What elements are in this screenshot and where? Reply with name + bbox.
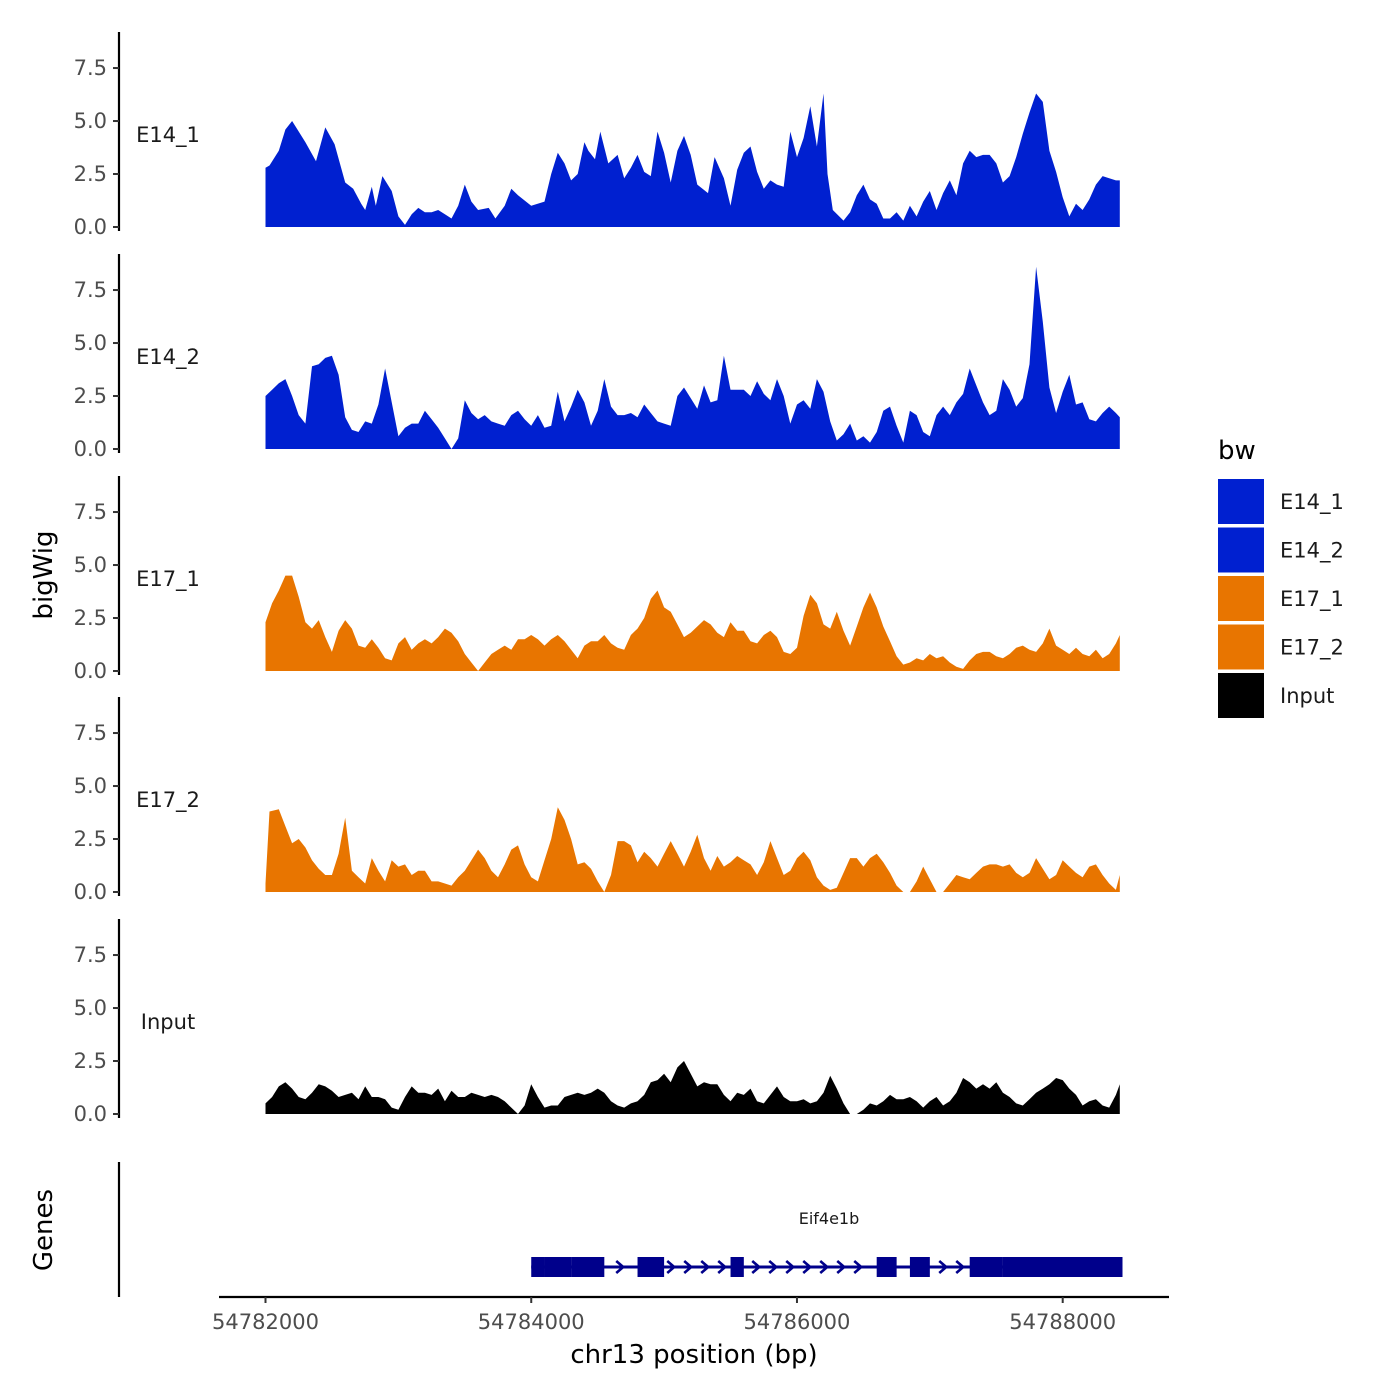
y-tick-label: 5.0 — [74, 553, 107, 577]
y-tick-label: 0.0 — [74, 215, 107, 239]
strand-arrow — [615, 1260, 626, 1274]
track-label: E17_2 — [136, 788, 200, 813]
strand-arrow — [785, 1260, 796, 1274]
strand-arrow — [666, 1260, 677, 1274]
y-tick-label: 5.0 — [74, 774, 107, 798]
track-label: Input — [141, 1010, 195, 1034]
track-label: E14_1 — [136, 123, 200, 148]
y-tick-label: 0.0 — [74, 659, 107, 683]
coverage-area-E17_1 — [265, 575, 1120, 671]
y-tick-label: 7.5 — [74, 56, 107, 80]
legend-key-Input — [1218, 673, 1264, 718]
coverage-area-E14_2 — [265, 266, 1120, 449]
y-tick-label: 2.5 — [74, 827, 107, 851]
gene-track: Eif4e1b — [117, 1162, 1123, 1297]
track-label: E14_2 — [136, 345, 200, 370]
genes-axis-title: Genes — [29, 1189, 59, 1271]
strand-arrow — [717, 1260, 728, 1274]
y-tick-label: 2.5 — [74, 384, 107, 408]
x-tick-label: 54788000 — [1009, 1310, 1116, 1334]
legend: bw E14_1 E14_2 E17_1 E17_2 Input — [1218, 436, 1344, 718]
strand-arrow — [683, 1260, 694, 1274]
gene-exon — [876, 1257, 897, 1277]
strand-arrow — [768, 1260, 779, 1274]
y-tick-label: 7.5 — [74, 721, 107, 745]
coverage-area-Input — [265, 1061, 1120, 1114]
strand-arrow — [751, 1260, 762, 1274]
coverage-area-E17_2 — [265, 807, 1120, 892]
y-tick-label: 2.5 — [74, 606, 107, 630]
legend-key-E17_2 — [1218, 624, 1264, 670]
coverage-tracks: 0.0 2.5 5.0 7.5 E14_1 0.0 2.5 5.0 7.5 E14_2 0.0 2.5… — [74, 32, 1120, 1126]
y-tick-label: 0.0 — [74, 880, 107, 904]
legend-label: E14_2 — [1280, 539, 1344, 564]
strand-arrow — [955, 1260, 966, 1274]
legend-label: E17_2 — [1280, 636, 1344, 661]
legend-key-E14_2 — [1218, 527, 1264, 573]
x-axis-title: chr13 position (bp) — [570, 1340, 817, 1370]
gene-exon — [544, 1257, 572, 1277]
gene-label: Eif4e1b — [799, 1209, 860, 1228]
track-E14_1: 0.0 2.5 5.0 7.5 E14_1 — [74, 32, 1120, 239]
track-E14_2: 0.0 2.5 5.0 7.5 E14_2 — [74, 254, 1120, 461]
legend-title: bw — [1218, 436, 1256, 466]
strand-arrow — [802, 1260, 813, 1274]
strand-arrow — [836, 1260, 847, 1274]
gene-exon — [571, 1257, 605, 1277]
x-tick-label: 54786000 — [744, 1310, 851, 1334]
legend-key-E17_1 — [1218, 576, 1264, 621]
x-tick-label: 54784000 — [478, 1310, 585, 1334]
legend-label: Input — [1280, 684, 1334, 708]
y-tick-label: 0.0 — [74, 437, 107, 461]
strand-arrow — [819, 1260, 830, 1274]
y-axis-title: bigWig — [29, 530, 59, 619]
track-label: E17_1 — [136, 567, 200, 592]
y-tick-label: 2.5 — [74, 1049, 107, 1073]
strand-arrow — [853, 1260, 864, 1274]
legend-key-E14_1 — [1218, 479, 1264, 524]
y-tick-label: 5.0 — [74, 331, 107, 355]
track-Input: 0.0 2.5 5.0 7.5 Input — [74, 919, 1120, 1126]
gene-exon — [531, 1257, 545, 1277]
gene-exon — [1002, 1257, 1123, 1277]
track-E17_1: 0.0 2.5 5.0 7.5 E17_1 — [74, 476, 1120, 683]
y-tick-label: 0.0 — [74, 1102, 107, 1126]
strand-arrow — [700, 1260, 711, 1274]
x-axis: 54782000 54784000 54786000 54788000 — [212, 1295, 1169, 1334]
y-tick-label: 2.5 — [74, 162, 107, 186]
x-tick-label: 54782000 — [212, 1310, 319, 1334]
y-tick-label: 7.5 — [74, 943, 107, 967]
coverage-area-E14_1 — [265, 93, 1120, 227]
y-tick-label: 5.0 — [74, 109, 107, 133]
legend-label: E14_1 — [1280, 490, 1344, 515]
gene-exon — [637, 1257, 665, 1277]
gene-exon — [909, 1257, 930, 1277]
y-tick-label: 7.5 — [74, 500, 107, 524]
y-tick-label: 7.5 — [74, 278, 107, 302]
gene-exon — [969, 1257, 1003, 1277]
track-E17_2: 0.0 2.5 5.0 7.5 E17_2 — [74, 697, 1120, 904]
strand-arrow — [938, 1260, 949, 1274]
y-tick-label: 5.0 — [74, 996, 107, 1020]
legend-label: E17_1 — [1280, 587, 1344, 612]
gene-exon — [730, 1257, 744, 1277]
